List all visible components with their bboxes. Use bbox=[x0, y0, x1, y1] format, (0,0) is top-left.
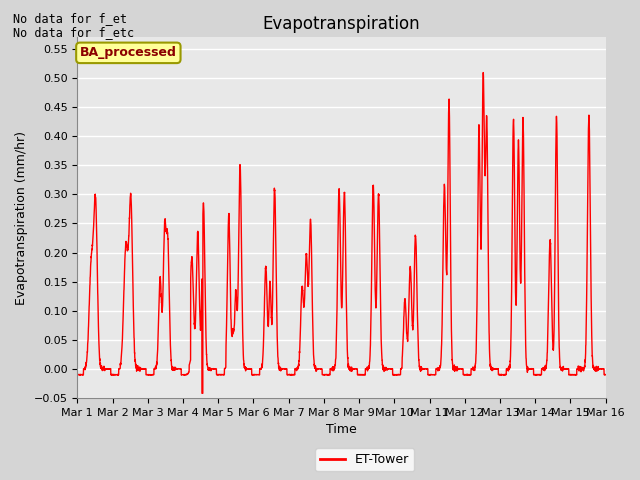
X-axis label: Time: Time bbox=[326, 423, 357, 436]
Text: No data for f_etc: No data for f_etc bbox=[13, 26, 134, 39]
Title: Evapotranspiration: Evapotranspiration bbox=[262, 15, 420, 33]
Text: BA_processed: BA_processed bbox=[80, 47, 177, 60]
Text: No data for f_et: No data for f_et bbox=[13, 12, 127, 25]
Y-axis label: Evapotranspiration (mm/hr): Evapotranspiration (mm/hr) bbox=[15, 131, 28, 305]
Legend: ET-Tower: ET-Tower bbox=[315, 448, 415, 471]
